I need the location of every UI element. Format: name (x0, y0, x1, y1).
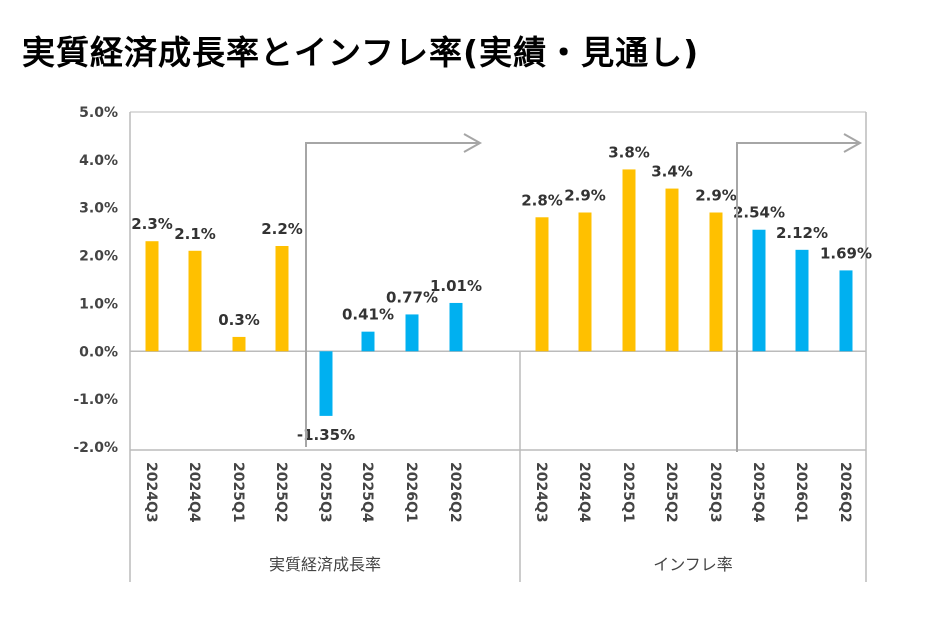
bar (145, 241, 159, 352)
data-label: 3.4% (651, 163, 693, 181)
category-label: 2024Q3 (533, 462, 549, 523)
data-label: 1.01% (430, 277, 482, 295)
data-label: 1.69% (820, 244, 872, 262)
group-label: インフレ率 (653, 555, 733, 574)
data-label: 2.8% (521, 191, 563, 209)
data-label: 0.41% (342, 306, 394, 324)
data-label: 0.3% (218, 311, 260, 329)
data-label: 3.8% (608, 143, 650, 161)
bar (188, 250, 202, 352)
category-label: 2026Q1 (793, 462, 809, 523)
bar (795, 249, 809, 352)
category-label: 2024Q4 (186, 462, 202, 523)
data-label: 2.54% (733, 204, 785, 222)
forecast-arrow-line (736, 142, 860, 452)
category-label: 2024Q3 (143, 462, 159, 523)
bar (535, 217, 549, 352)
data-label: 2.3% (131, 215, 173, 233)
bar (622, 169, 636, 352)
arrow-head-icon (463, 133, 483, 153)
data-label: 2.9% (695, 187, 737, 205)
data-label: 0.77% (386, 288, 438, 306)
bar (752, 229, 766, 352)
category-label: 2025Q3 (317, 462, 333, 523)
forecast-arrow-line (305, 142, 480, 447)
category-label: 2025Q3 (707, 462, 723, 523)
y-tick-label: 3.0% (79, 201, 118, 217)
bar (839, 270, 853, 352)
group-label: 実質経済成長率 (269, 555, 381, 574)
category-label: 2025Q4 (359, 462, 375, 523)
category-label: 2024Q4 (576, 462, 592, 523)
data-label: 2.9% (564, 187, 606, 205)
bar (709, 212, 723, 352)
y-tick-label: 4.0% (79, 153, 118, 169)
data-label: -1.35% (297, 426, 355, 444)
y-tick-label: 2.0% (79, 249, 118, 265)
y-tick-label: 0.0% (79, 344, 118, 360)
bar (361, 331, 375, 352)
y-tick-label: -1.0% (73, 392, 118, 408)
category-label: 2026Q2 (447, 462, 463, 523)
y-tick-label: 1.0% (79, 296, 118, 312)
y-tick-label: -2.0% (73, 440, 118, 456)
data-label: 2.1% (174, 225, 216, 243)
category-label: 2026Q2 (837, 462, 853, 523)
bar (232, 336, 246, 352)
bar (449, 302, 463, 352)
category-label: 2025Q2 (663, 462, 679, 523)
data-label: 2.2% (261, 220, 303, 238)
bar (405, 314, 419, 352)
chart-title: 実質経済成長率とインフレ率(実績・見通し) (22, 33, 700, 72)
bar (275, 246, 289, 352)
arrow-head-icon (843, 133, 863, 153)
bar (578, 212, 592, 352)
data-label: 2.12% (776, 224, 828, 242)
bar (319, 351, 333, 416)
category-label: 2025Q1 (230, 462, 246, 523)
category-label: 2025Q1 (620, 462, 636, 523)
bar (665, 188, 679, 352)
category-label: 2025Q4 (750, 462, 766, 523)
y-tick-label: 5.0% (79, 105, 118, 121)
category-label: 2026Q1 (403, 462, 419, 523)
category-label: 2025Q2 (273, 462, 289, 523)
